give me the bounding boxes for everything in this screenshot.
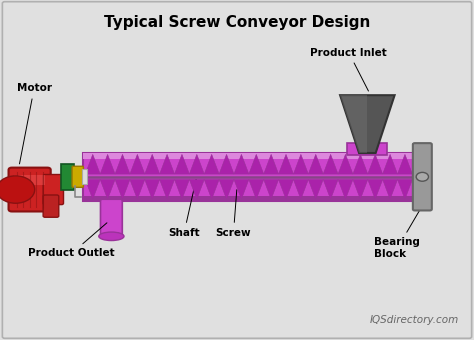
Polygon shape [249,180,264,199]
Text: Typical Screw Conveyor Design: Typical Screw Conveyor Design [104,15,370,30]
Polygon shape [368,180,383,199]
Text: Screw: Screw [216,190,251,238]
Polygon shape [353,154,368,174]
Polygon shape [100,154,115,174]
Polygon shape [160,180,174,199]
Polygon shape [100,180,115,199]
Polygon shape [338,154,353,174]
Bar [83,153,415,159]
Polygon shape [190,154,204,174]
Polygon shape [219,154,234,174]
Polygon shape [353,180,368,199]
Polygon shape [174,154,190,174]
Polygon shape [219,180,234,199]
Polygon shape [145,180,160,199]
Polygon shape [130,154,145,174]
Polygon shape [85,154,100,174]
Polygon shape [115,180,130,199]
Bar [61,164,74,190]
Polygon shape [249,154,264,174]
Polygon shape [338,180,353,199]
Polygon shape [234,154,249,174]
Polygon shape [368,154,383,174]
Bar [83,195,415,201]
Text: Product Inlet: Product Inlet [310,48,387,91]
Polygon shape [234,180,249,199]
Polygon shape [160,154,174,174]
Polygon shape [264,180,279,199]
Polygon shape [264,154,279,174]
FancyBboxPatch shape [72,166,83,187]
FancyBboxPatch shape [43,195,59,217]
Text: IQSdirectory.com: IQSdirectory.com [370,314,459,325]
Polygon shape [174,180,190,199]
Polygon shape [308,180,323,199]
Bar [14,175,45,185]
Polygon shape [279,180,293,199]
FancyBboxPatch shape [2,2,472,338]
Polygon shape [279,154,293,174]
FancyBboxPatch shape [100,199,122,236]
Polygon shape [383,180,398,199]
Polygon shape [85,180,100,199]
Text: Bearing
Block: Bearing Block [374,208,421,259]
Text: Shaft: Shaft [168,180,200,238]
Circle shape [0,176,35,203]
Polygon shape [323,154,338,174]
Circle shape [416,172,428,181]
Bar [83,153,415,201]
Text: Motor: Motor [17,83,52,164]
Polygon shape [190,180,204,199]
Polygon shape [398,180,412,199]
Bar [82,169,87,184]
Polygon shape [293,154,308,174]
Polygon shape [340,95,367,153]
Polygon shape [204,180,219,199]
Polygon shape [293,180,308,199]
FancyBboxPatch shape [413,143,432,210]
Text: Product Outlet: Product Outlet [28,223,115,258]
Polygon shape [398,154,412,174]
Polygon shape [145,154,160,174]
Polygon shape [130,180,145,199]
Ellipse shape [99,232,124,241]
Polygon shape [308,154,323,174]
Polygon shape [204,154,219,174]
Polygon shape [383,154,398,174]
FancyBboxPatch shape [43,174,64,205]
Bar [347,143,387,155]
FancyBboxPatch shape [9,168,51,211]
Polygon shape [115,154,130,174]
Polygon shape [340,95,394,153]
Polygon shape [323,180,338,199]
